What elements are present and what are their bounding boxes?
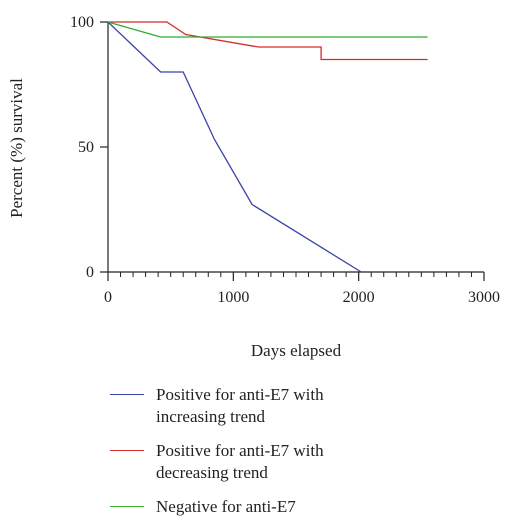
legend-swatch-increasing (110, 394, 144, 395)
series-line-0 (107, 21, 362, 273)
x-axis-title: Days elapsed (251, 341, 342, 360)
legend-item: Negative for anti-E7 (110, 496, 440, 518)
x-tick-label: 2000 (343, 289, 375, 306)
y-tick-label: 50 (78, 139, 94, 156)
y-axis-title: Percent (%) survival (7, 78, 26, 218)
legend-item: Positive for anti-E7 with decreasing tre… (110, 440, 440, 484)
series-line-1 (108, 21, 428, 61)
legend-swatch-decreasing (110, 450, 144, 451)
chart-legend: Positive for anti-E7 with increasing tre… (110, 384, 440, 530)
legend-label-decreasing: Positive for anti-E7 with decreasing tre… (156, 441, 324, 482)
x-tick-label: 1000 (217, 289, 249, 306)
legend-swatch-negative (110, 506, 144, 507)
y-tick-label: 100 (70, 14, 94, 31)
series-line-2 (107, 21, 428, 38)
x-tick-label: 0 (104, 289, 112, 306)
chart-series (107, 21, 428, 273)
legend-label-increasing: Positive for anti-E7 with increasing tre… (156, 385, 324, 426)
legend-label-negative: Negative for anti-E7 (156, 497, 296, 516)
x-tick-label: 3000 (468, 289, 500, 306)
y-tick-label: 0 (86, 264, 94, 281)
legend-item: Positive for anti-E7 with increasing tre… (110, 384, 440, 428)
